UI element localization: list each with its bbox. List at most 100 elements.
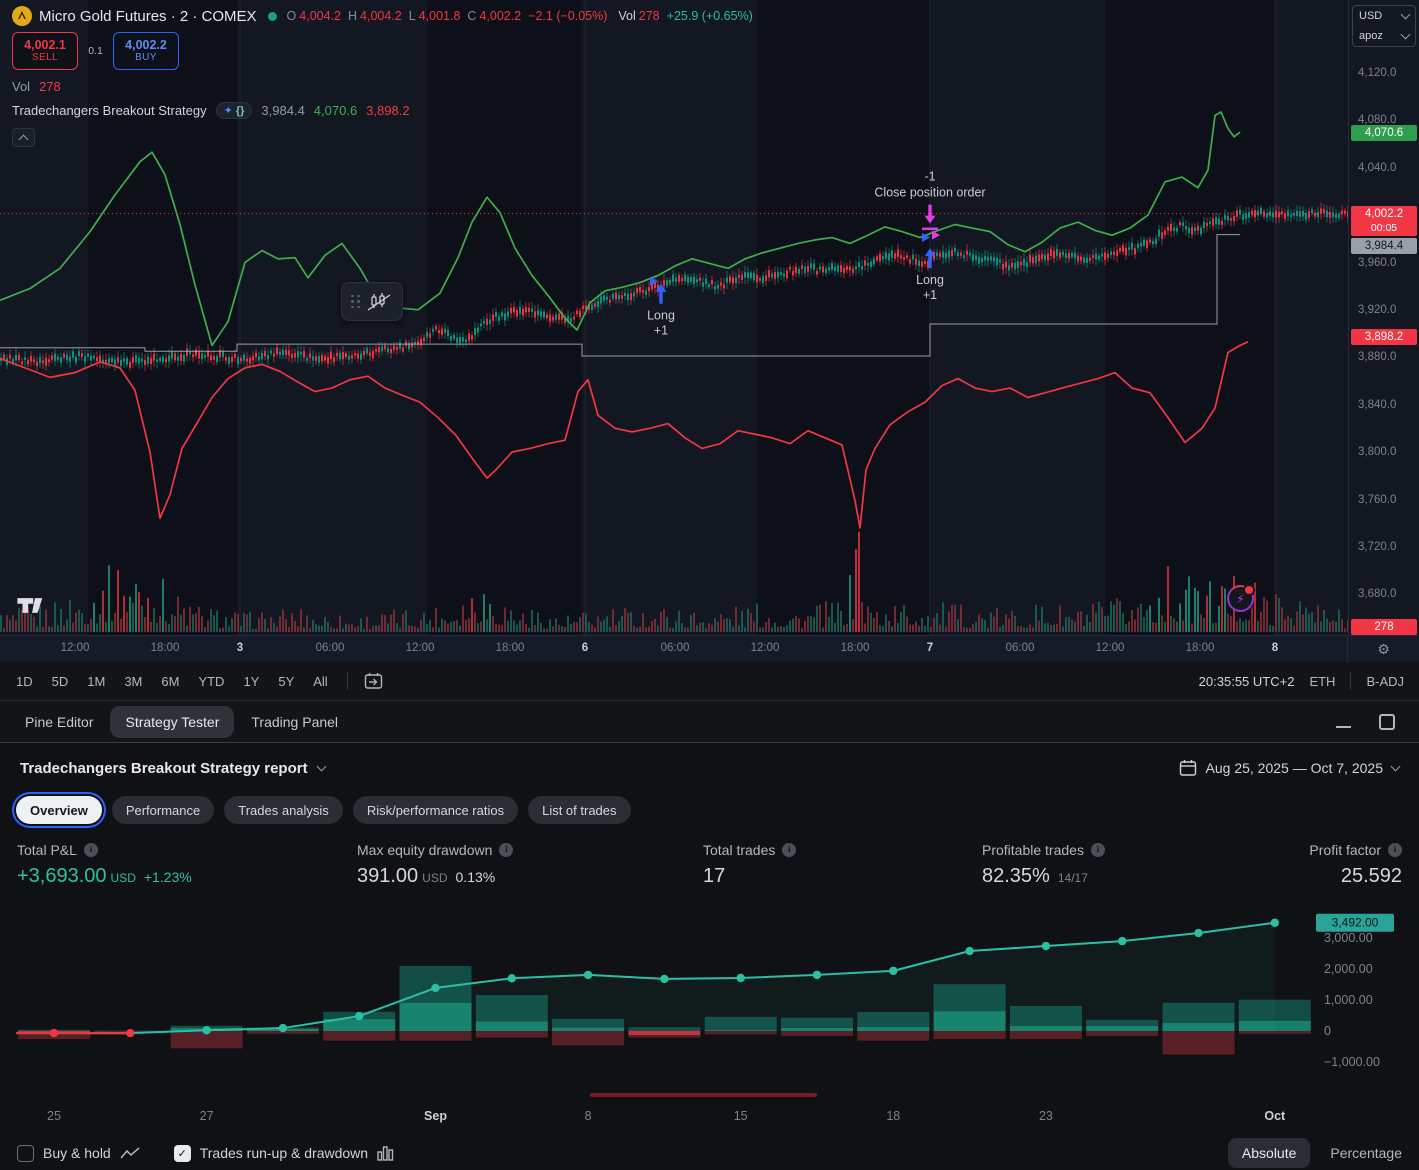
report-tab-list-of-trades[interactable]: List of trades (528, 796, 631, 824)
time-axis[interactable]: 12:00 18:00 3 06:00 12:00 18:00 6 06:00 12:00 18:… (0, 635, 1419, 662)
date-range-control[interactable]: Aug 25, 2025 — Oct 7, 2025 (1179, 759, 1401, 777)
range-button-3m[interactable]: 3M (124, 673, 143, 689)
floating-drawing-toolbar[interactable] (341, 282, 403, 321)
adjustment-toggle[interactable]: B-ADJ (1366, 673, 1404, 689)
unit-select[interactable]: apoz (1353, 26, 1415, 46)
price-axis-tick: 3,680.0 (1358, 588, 1397, 601)
range-button-6m[interactable]: 6M (161, 673, 180, 689)
toolbar-right: 20:35:55 UTC+2 ETH B-ADJ (1199, 672, 1419, 690)
info-icon[interactable]: i (499, 843, 514, 857)
buy-label: BUY (135, 52, 157, 63)
collapse-legend-button[interactable] (12, 128, 35, 147)
time-axis-tick: 18:00 (1185, 642, 1215, 654)
panel-window-icons (1336, 713, 1419, 730)
strategy-name[interactable]: Tradechangers Breakout Strategy (12, 103, 207, 118)
gear-icon[interactable]: ⚙ (1377, 640, 1390, 657)
open-label: O (286, 9, 297, 23)
stat-value: +3,693.00 USD +1.23% (17, 865, 192, 887)
go-to-date-button[interactable] (362, 670, 385, 692)
range-button-5d[interactable]: 5D (51, 673, 69, 689)
time-axis-tick: 6 (581, 642, 589, 654)
maximize-icon[interactable] (1379, 713, 1395, 730)
tab-pine-editor[interactable]: Pine Editor (25, 713, 94, 730)
report-tab-performance[interactable]: Performance (111, 796, 215, 824)
range-button-all[interactable]: All (313, 673, 328, 689)
info-icon[interactable]: i (83, 843, 98, 857)
range-button-5y[interactable]: 5Y (278, 673, 295, 689)
report-tab-risk-performance-ratios[interactable]: Risk/performance ratios (352, 796, 519, 824)
strategy-source-button[interactable]: ✦ {} (215, 102, 253, 119)
price-axis-tick: 4,040.0 (1358, 161, 1397, 174)
sell-label: SELL (31, 52, 59, 63)
axis-settings-corner[interactable]: ⚙ (1347, 636, 1419, 662)
price-badge: 4,070.6 (1351, 125, 1417, 141)
price-axis[interactable]: USD apoz 4,120.0 4,080.0 4,040.0 3,960.0 3,9… (1348, 0, 1419, 635)
sell-button[interactable]: 4,002.1 SELL (12, 32, 78, 70)
range-button-ytd[interactable]: YTD (198, 673, 225, 689)
axis-unit-box[interactable]: USD apoz (1352, 5, 1416, 47)
time-axis-tick: 3 (236, 642, 244, 654)
stat-profitable-trades: Profitable trades i 82.35% 14/17 (982, 842, 1105, 888)
equity-controls: ✓ Buy & hold ✓ Trades run-up & drawdown … (0, 1136, 1419, 1170)
buy-hold-label[interactable]: Buy & hold (43, 1145, 111, 1161)
vol-change: +25.9 (+0.65%) (666, 9, 753, 23)
divider (346, 672, 348, 690)
clock[interactable]: 20:35:55 UTC+2 (1198, 673, 1295, 689)
report-title-control[interactable]: Tradechangers Breakout Strategy report (20, 759, 327, 777)
price-badge: 278 (1351, 619, 1417, 635)
time-axis-tick: 7 (926, 642, 934, 654)
boost-lightning-icon[interactable]: ⚡ (1227, 584, 1255, 612)
info-icon[interactable]: i (1090, 843, 1105, 857)
volume-legend-row[interactable]: Vol 278 (12, 79, 753, 94)
range-button-1d[interactable]: 1D (16, 673, 33, 689)
report-stats: Total P&L i +3,693.00 USD +1.23% Max equity d… (0, 842, 1419, 896)
price-badge: 3,898.2 (1351, 329, 1417, 345)
stat-value: 17 (703, 865, 726, 887)
currency-select[interactable]: USD (1353, 6, 1415, 26)
high-value: 4,004.2 (360, 9, 402, 23)
range-button-1y[interactable]: 1Y (243, 673, 260, 689)
stat-label: Profit factor i (1309, 842, 1402, 858)
info-icon[interactable]: i (1388, 843, 1402, 857)
svg-text:+1: +1 (923, 288, 937, 302)
tab-strategy-tester[interactable]: Strategy Tester (110, 705, 235, 738)
chart-legend: Micro Gold Futures · 2 · COMEX O 4,004.2… (12, 5, 753, 147)
report-tab-trades-analysis[interactable]: Trades analysis (224, 796, 343, 824)
strategy-legend-row[interactable]: Tradechangers Breakout Strategy ✦ {} 3,9… (12, 102, 753, 119)
tab-trading-panel[interactable]: Trading Panel (251, 713, 339, 730)
buy-button[interactable]: 4,002.2 BUY (113, 32, 179, 70)
drag-handle-icon[interactable] (351, 294, 360, 309)
percentage-mode-button[interactable]: Percentage (1330, 1145, 1402, 1161)
time-axis-tick: 8 (1271, 642, 1279, 654)
svg-text:Sep: Sep (424, 1109, 447, 1123)
session-toggle[interactable]: ETH (1309, 673, 1336, 689)
equity-curve-chart[interactable]: 3,000.00 2,000.00 1,000.00 0 −1,000.00 3,492.… (0, 896, 1419, 1136)
panel-tabs: Pine Editor Strategy Tester Trading Panel (0, 700, 1419, 743)
svg-text:+1: +1 (654, 324, 668, 338)
svg-text:Long: Long (647, 309, 675, 323)
svg-text:23: 23 (1039, 1109, 1053, 1123)
minimize-icon[interactable] (1336, 715, 1351, 728)
main-chart-region[interactable]: -1 Close position order Long +1 Long +1 USD a… (0, 0, 1419, 635)
market-status-icon[interactable] (267, 11, 277, 21)
buy-hold-checkbox[interactable]: ✓ (17, 1144, 34, 1162)
range-button-1m[interactable]: 1M (87, 673, 106, 689)
candle-edit-icon[interactable] (366, 292, 392, 312)
stat-value: 391.00 USD 0.13% (357, 865, 496, 887)
report-title: Tradechangers Breakout Strategy report (20, 759, 308, 777)
svg-text:27: 27 (200, 1109, 214, 1123)
runup-drawdown-checkbox[interactable]: ✓ (173, 1144, 191, 1162)
runup-drawdown-label[interactable]: Trades run-up & drawdown (199, 1145, 369, 1161)
symbol-title[interactable]: Micro Gold Futures · 2 · COMEX (39, 7, 257, 25)
report-tab-overview[interactable]: Overview (16, 796, 102, 824)
chevron-down-icon (316, 761, 327, 772)
date-range-value: Aug 25, 2025 — Oct 7, 2025 (1205, 760, 1383, 776)
absolute-mode-button[interactable]: Absolute (1227, 1138, 1311, 1168)
report-tabs: Overview Performance Trades analysis Risk/p… (16, 796, 631, 824)
time-axis-tick: 12:00 (1095, 642, 1125, 654)
tradingview-logo[interactable] (16, 597, 46, 619)
info-icon[interactable]: i (782, 843, 797, 857)
svg-text:Oct: Oct (1264, 1109, 1286, 1123)
chevron-down-icon (1400, 9, 1411, 20)
